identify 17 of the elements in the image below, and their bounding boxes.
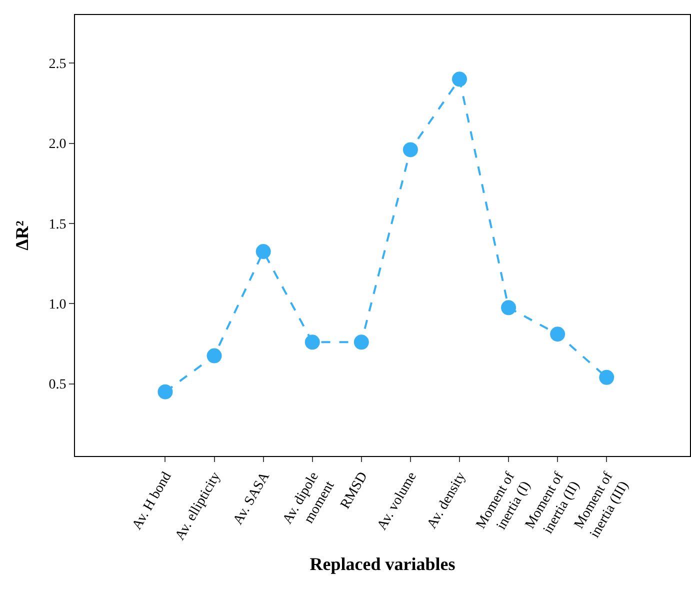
x-axis-title: Replaced variables xyxy=(310,554,456,574)
point xyxy=(452,72,467,87)
y-tick-label: 1.5 xyxy=(48,217,66,232)
point xyxy=(158,384,173,400)
y-tick-label: 0.5 xyxy=(48,378,66,393)
point xyxy=(501,300,516,316)
y-tick-label: 1.0 xyxy=(48,298,66,313)
point xyxy=(550,326,566,342)
point xyxy=(256,244,271,260)
point xyxy=(599,370,614,385)
y-tick-label: 2.5 xyxy=(48,57,66,72)
point xyxy=(402,142,418,158)
point xyxy=(206,348,222,364)
y-tick-label: 2.0 xyxy=(48,137,66,152)
y-axis-title: ΔR² xyxy=(12,220,32,250)
point xyxy=(304,334,320,350)
point xyxy=(354,334,369,350)
